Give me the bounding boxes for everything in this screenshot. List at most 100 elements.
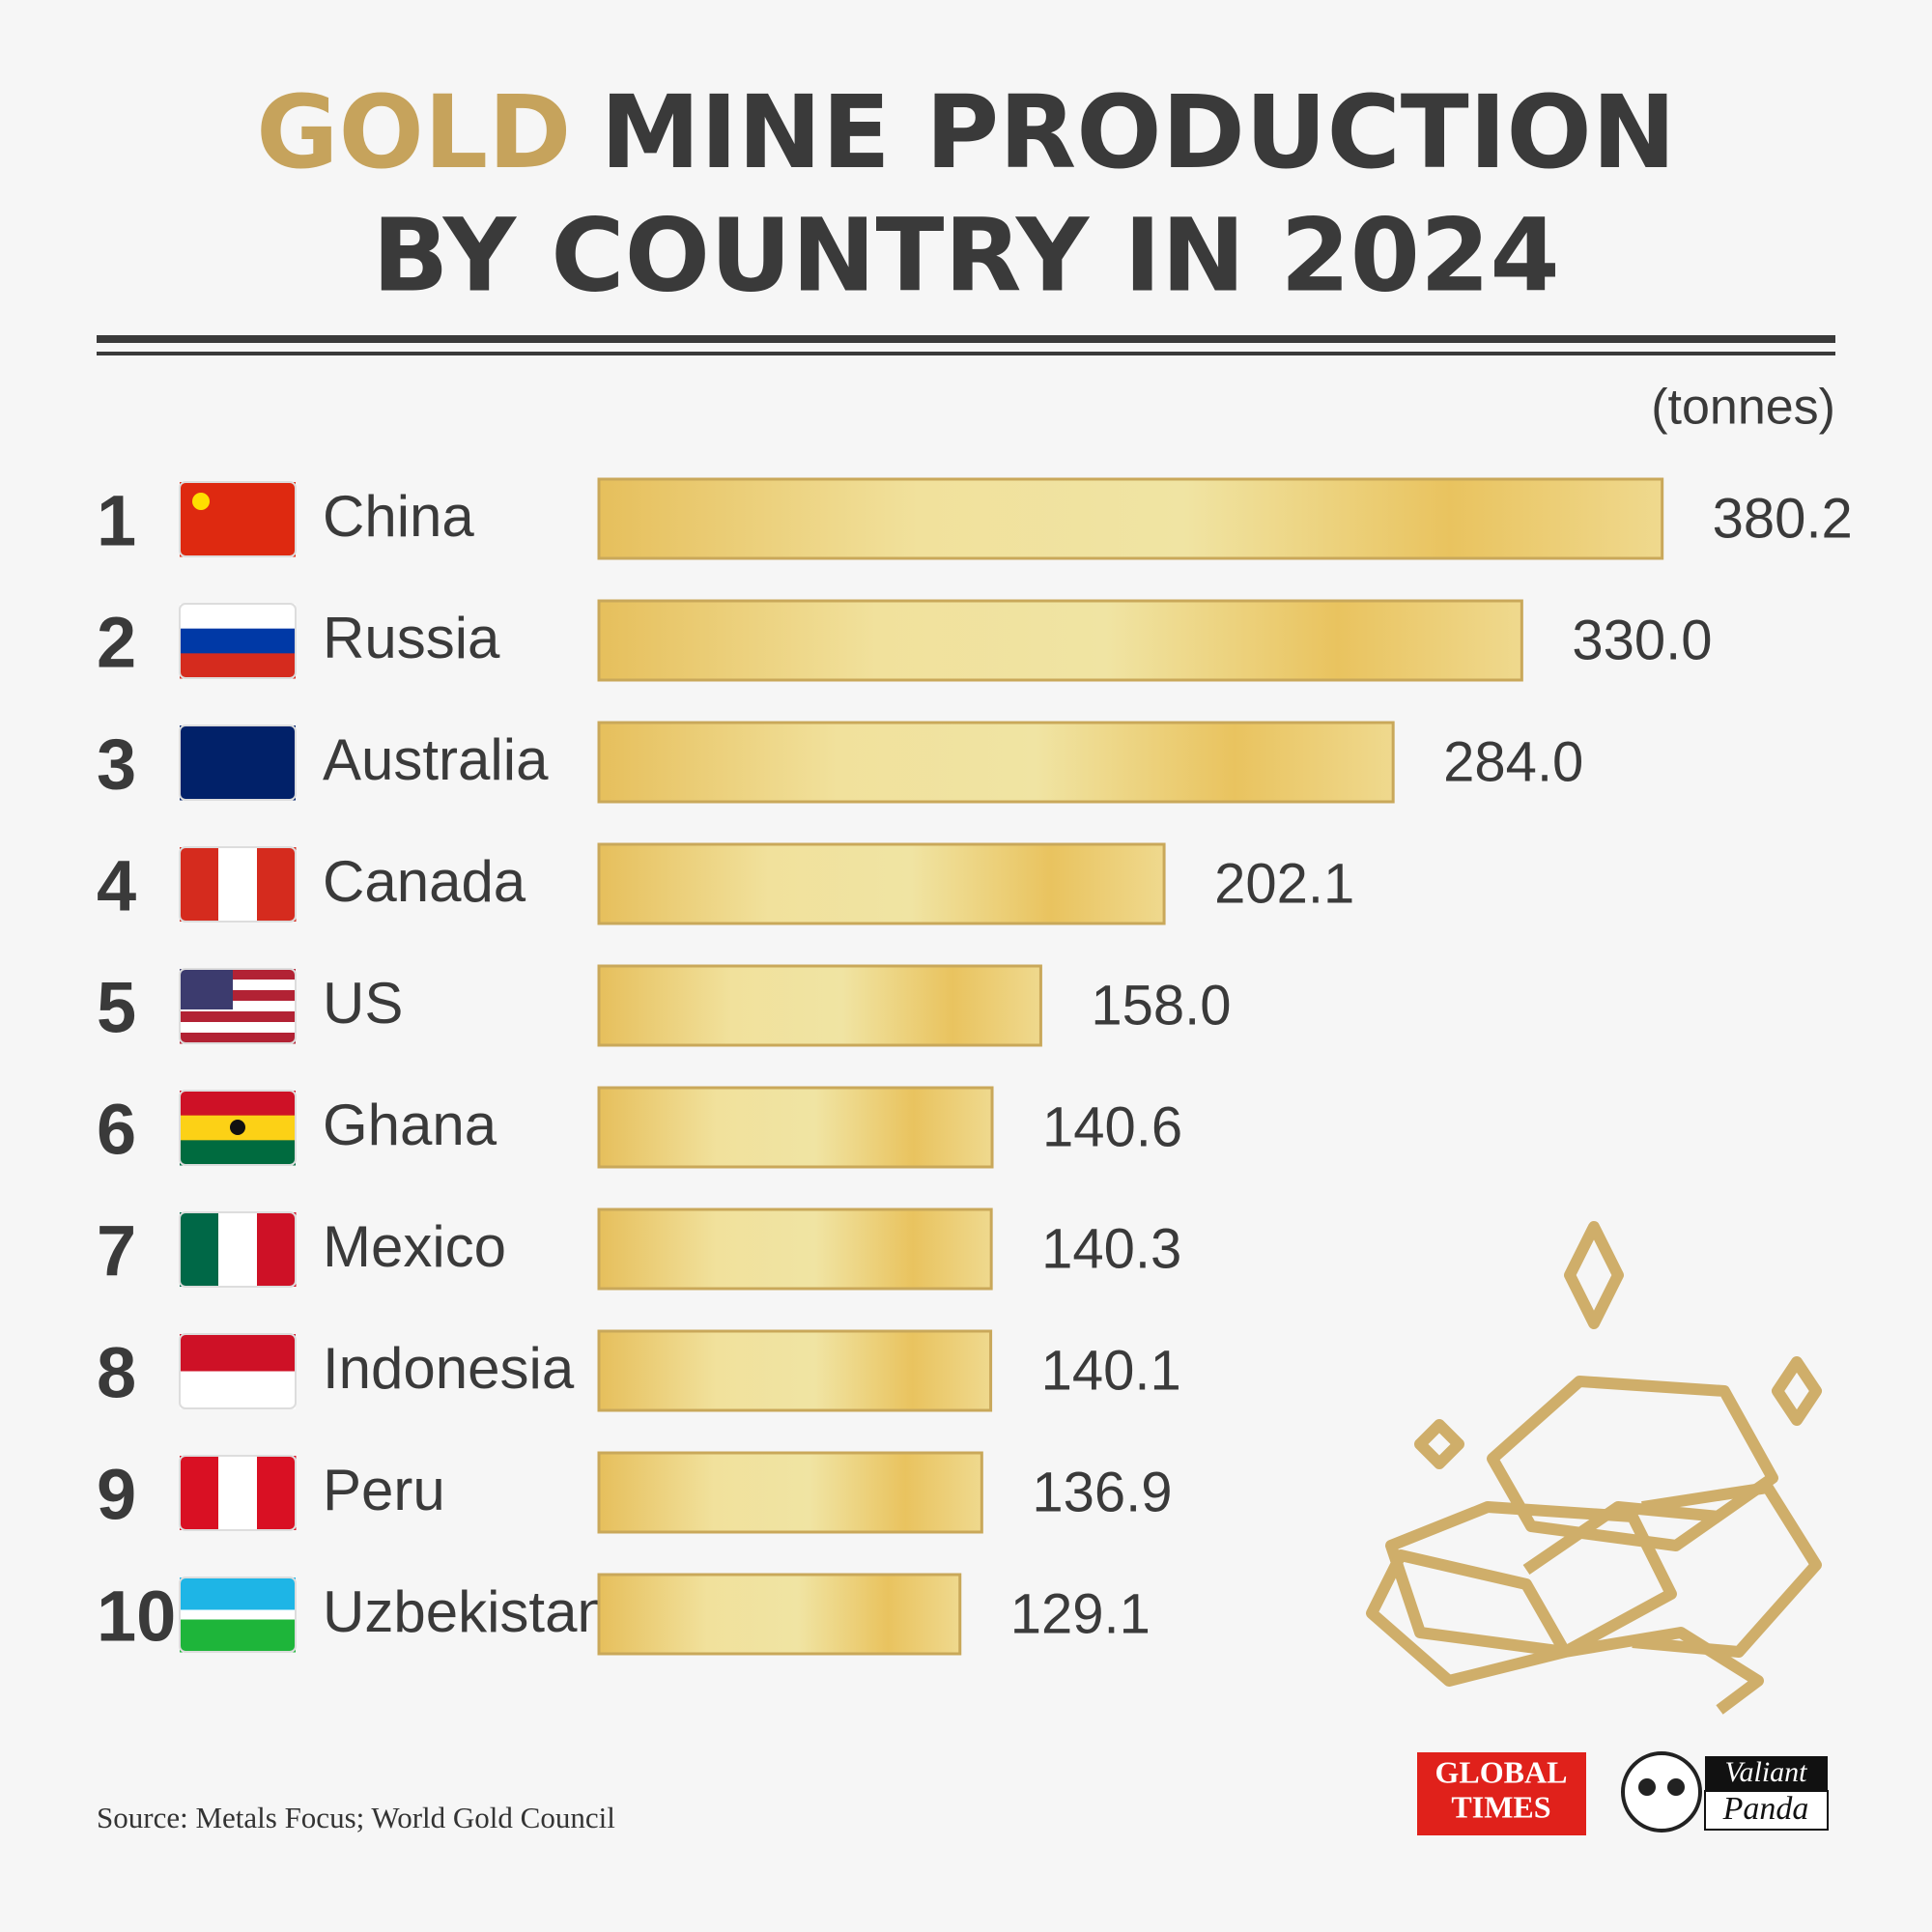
country-name: China [323, 484, 474, 549]
flag [179, 724, 297, 801]
bar [597, 1208, 993, 1291]
flag-part [218, 1456, 258, 1530]
flag-part [180, 980, 296, 991]
rank: 10 [97, 1577, 176, 1657]
flag-border [179, 603, 297, 679]
flag [179, 968, 297, 1044]
rule [97, 352, 1835, 355]
logo-panda-eye [1638, 1778, 1656, 1796]
value-label: 136.9 [1032, 1461, 1172, 1523]
flag-part [180, 1619, 296, 1653]
flag-part [180, 1371, 296, 1409]
rule [97, 335, 1835, 343]
logo-text: GLOBAL [1435, 1754, 1568, 1789]
bar [597, 1086, 994, 1169]
flag-part [180, 969, 233, 1009]
flag-border [179, 724, 297, 801]
logo-text: Panda [1722, 1791, 1809, 1827]
logo-valiant-bg [1705, 1756, 1828, 1791]
logo-panda-bg [1704, 1790, 1829, 1831]
flag-part [180, 725, 296, 801]
rank: 4 [97, 846, 136, 926]
country-name: Indonesia [323, 1336, 575, 1401]
flag-border [179, 1455, 297, 1531]
value-label: 380.2 [1713, 487, 1853, 550]
logo-panda [1621, 1751, 1702, 1833]
bar [597, 721, 1395, 804]
country-name: Australia [323, 727, 549, 792]
country-name: Peru [323, 1458, 445, 1522]
bar [597, 964, 1042, 1047]
bar [597, 1451, 983, 1534]
flag [179, 481, 297, 557]
flag-border [179, 846, 297, 923]
flag-part [180, 1140, 296, 1166]
flag [179, 1090, 297, 1166]
flag [179, 1333, 297, 1409]
country-name: Canada [323, 849, 526, 914]
flag-part [180, 1577, 296, 1610]
value-label: 284.0 [1443, 730, 1583, 793]
rank: 2 [97, 603, 136, 683]
flag-border [179, 1333, 297, 1409]
flag-part [180, 1022, 296, 1034]
title-highlight: GOLD [256, 73, 571, 191]
flag [179, 1211, 297, 1288]
bar [597, 1573, 962, 1656]
country-name: Ghana [323, 1093, 497, 1157]
logo-text: Valiant [1724, 1756, 1807, 1788]
value-label: 202.1 [1214, 852, 1354, 915]
flag-part [180, 1011, 296, 1023]
value-label: 158.0 [1091, 974, 1231, 1037]
flag [179, 603, 297, 679]
rank: 3 [97, 724, 136, 805]
flag-part [180, 990, 296, 1002]
logo-panda-eye [1667, 1778, 1685, 1796]
flag-part [180, 1334, 296, 1372]
flag-part [180, 1033, 296, 1044]
flag-part [180, 1456, 219, 1530]
rank: 6 [97, 1090, 136, 1170]
flag-part [180, 1091, 296, 1117]
flag-border [179, 1090, 297, 1166]
bar [597, 599, 1523, 682]
flag-part [180, 653, 296, 679]
gold-icon [1366, 1221, 1822, 1715]
value-label: 140.6 [1042, 1095, 1182, 1158]
value-label: 129.1 [1010, 1582, 1151, 1645]
country-name: US [323, 971, 403, 1036]
flag-part [180, 628, 296, 654]
flag-part [257, 1212, 297, 1287]
rank: 1 [97, 481, 136, 561]
flag-border [179, 1577, 297, 1653]
flag-part [180, 604, 296, 630]
bar [597, 842, 1166, 925]
flag [179, 1455, 297, 1531]
flag [179, 1577, 297, 1653]
flag-border [179, 968, 297, 1044]
flag-part [218, 847, 258, 922]
flag-part [180, 1001, 296, 1012]
rank: 7 [97, 1211, 136, 1292]
flag-part [257, 847, 297, 922]
flag-part [180, 1212, 219, 1287]
bar [597, 1329, 993, 1412]
country-name: Russia [323, 606, 500, 670]
country-name: Mexico [323, 1214, 506, 1279]
flag-border [179, 481, 297, 557]
rank: 8 [97, 1333, 136, 1413]
logo-global-times [1417, 1752, 1586, 1835]
value-label: 330.0 [1572, 609, 1712, 671]
unit-label: (tonnes) [1651, 380, 1835, 436]
flag-part [180, 969, 296, 980]
rank: 5 [97, 968, 136, 1048]
flag-part [180, 482, 296, 557]
value-label: 140.1 [1041, 1339, 1181, 1402]
flag-part [218, 1212, 258, 1287]
flag-part [192, 493, 210, 510]
title-line-2: BY COUNTRY IN 2024 [372, 196, 1560, 314]
flag-part [257, 1456, 297, 1530]
flag-border [179, 1211, 297, 1288]
